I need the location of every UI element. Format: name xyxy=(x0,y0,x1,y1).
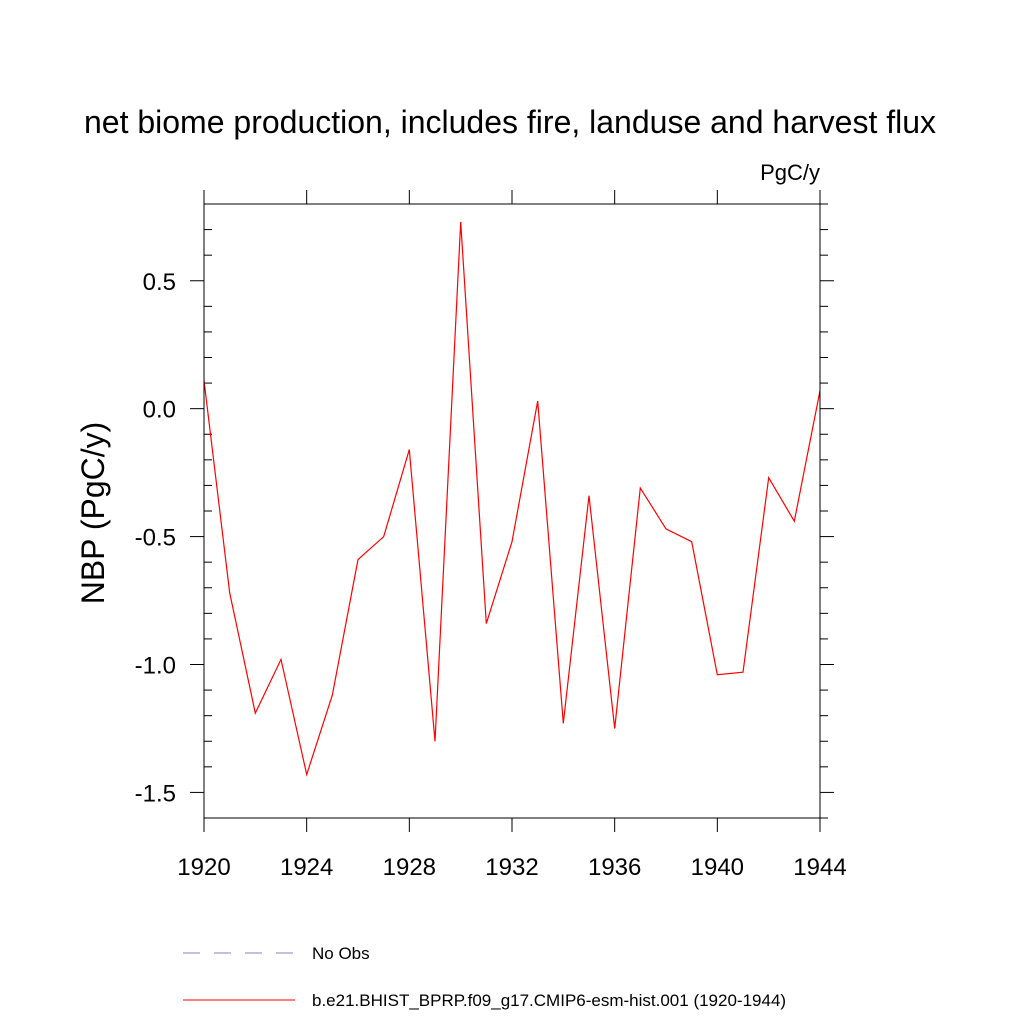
units-label: PgC/y xyxy=(760,160,820,185)
axis-ticks xyxy=(190,190,834,832)
x-tick-label-1936: 1936 xyxy=(588,854,641,881)
series-line-0 xyxy=(203,221,821,777)
x-tick-label-1932: 1932 xyxy=(485,854,538,881)
x-tick-label-1944: 1944 xyxy=(793,854,846,881)
x-tick-label-1920: 1920 xyxy=(177,854,230,881)
y-tick-label-2: -0.5 xyxy=(135,525,176,552)
chart-title: net biome production, includes fire, lan… xyxy=(84,104,936,140)
x-tick-label-1924: 1924 xyxy=(280,854,333,881)
legend-label-no-obs: No Obs xyxy=(312,944,370,963)
y-tick-label-0: 0.5 xyxy=(143,269,176,296)
y-tick-labels: 0.5 0.0 -0.5 -1.0 -1.5 xyxy=(135,269,176,808)
legend: No Obs b.e21.BHIST_BPRP.f09_g17.CMIP6-es… xyxy=(183,944,786,1010)
y-axis-label: NBP (PgC/y) xyxy=(75,422,111,605)
x-tick-labels: 1920 1924 1928 1932 1936 1940 1944 xyxy=(177,854,846,881)
plot-frame xyxy=(203,203,821,819)
y-tick-label-3: -1.0 xyxy=(135,653,176,680)
series-layer xyxy=(203,221,821,777)
legend-label-model: b.e21.BHIST_BPRP.f09_g17.CMIP6-esm-hist.… xyxy=(312,991,786,1010)
x-tick-label-1928: 1928 xyxy=(383,854,436,881)
y-tick-label-4: -1.5 xyxy=(135,780,176,807)
y-tick-label-1: 0.0 xyxy=(143,397,176,424)
x-tick-label-1940: 1940 xyxy=(691,854,744,881)
